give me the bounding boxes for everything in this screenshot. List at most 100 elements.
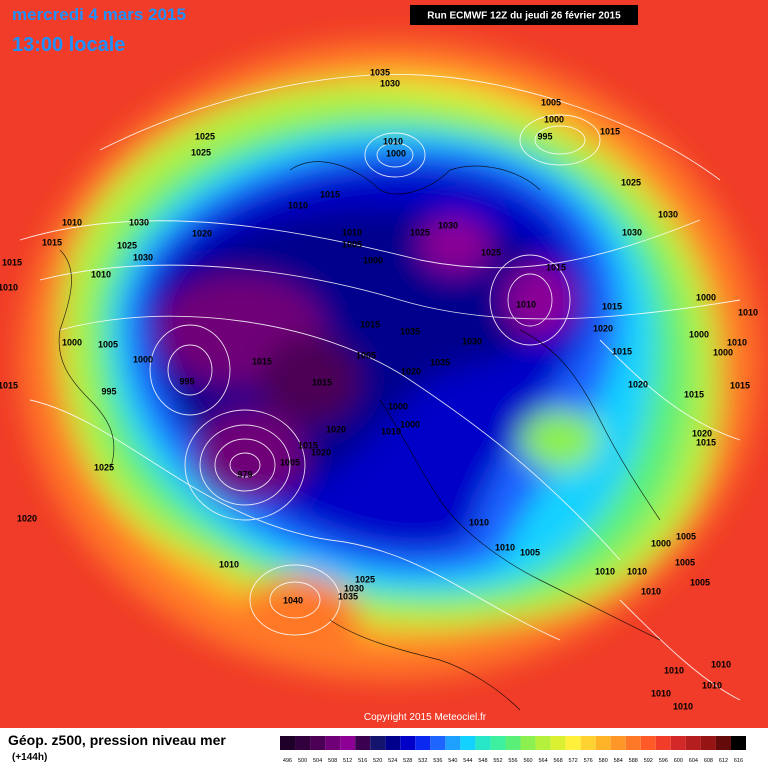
- isobar-label: 1010: [738, 307, 758, 317]
- scale-cell: [370, 736, 386, 750]
- scale-cell: [505, 736, 521, 750]
- isobar-label: 1010: [516, 299, 536, 309]
- scale-label: 520: [373, 758, 382, 764]
- isobar-label: 1035: [430, 357, 450, 367]
- isobar-label: 1020: [311, 447, 331, 457]
- scale-cell: [295, 736, 311, 750]
- isobar-label: 1015: [298, 440, 318, 450]
- run-box: [410, 5, 638, 25]
- isobar-label: 1010: [711, 659, 731, 669]
- isobar-label: 1025: [117, 240, 137, 250]
- scale-cell: [430, 736, 446, 750]
- scale-cell: [340, 736, 356, 750]
- scale-label: 544: [463, 758, 472, 764]
- isobar-label: 1010: [342, 227, 362, 237]
- scale-label: 508: [328, 758, 337, 764]
- isobar-label: 1030: [462, 336, 482, 346]
- scale-cell: [280, 736, 296, 750]
- scale-label: 516: [358, 758, 367, 764]
- isobar-label: 1010: [62, 217, 82, 227]
- scale-cell: [535, 736, 551, 750]
- scale-label: 548: [478, 758, 487, 764]
- isobar-label: 1010: [595, 566, 615, 576]
- isobar-label: 1010: [91, 269, 111, 279]
- isobar-label: 1025: [191, 147, 211, 157]
- date: mercredi 4 mars 2015: [12, 5, 186, 24]
- scale-label: 536: [433, 758, 442, 764]
- isobar-label: 1005: [676, 531, 696, 541]
- isobar-label: 979: [237, 469, 252, 479]
- scale-label: 604: [689, 758, 698, 764]
- scale-cell: [415, 736, 431, 750]
- scale-cell: [550, 736, 566, 750]
- scale-label: 592: [644, 758, 653, 764]
- scale-cell: [580, 736, 596, 750]
- isobar-label: 1000: [133, 354, 153, 364]
- isobar-label: 1015: [2, 257, 22, 267]
- isobar-label: 1010: [641, 586, 661, 596]
- scale-label: 540: [448, 758, 457, 764]
- isobar-label: 1015: [546, 262, 566, 272]
- isobar-label: 1020: [628, 379, 648, 389]
- scale-label: 596: [659, 758, 668, 764]
- scale-cell: [640, 736, 656, 750]
- scale-label: 616: [734, 758, 743, 764]
- scale-cell: [565, 736, 581, 750]
- isobar-label: 995: [179, 376, 194, 386]
- scale-cell: [715, 736, 731, 750]
- isobar-label: 1030: [380, 78, 400, 88]
- isobar-label: 1035: [400, 326, 420, 336]
- isobar-label: 1005: [356, 350, 376, 360]
- scale-label: 600: [674, 758, 683, 764]
- isobar-label: 1015: [600, 126, 620, 136]
- isobar-label: 1015: [730, 380, 750, 390]
- isobar-label: 1005: [280, 457, 300, 467]
- scale-cell: [625, 736, 641, 750]
- isobar-label: 1025: [94, 462, 114, 472]
- scale-cell: [655, 736, 671, 750]
- scale-label: 564: [538, 758, 547, 764]
- run-info: Run ECMWF 12Z du jeudi 26 février 2015: [427, 11, 621, 22]
- isobar-label: 1000: [386, 148, 406, 158]
- isobar-label: 1005: [690, 577, 710, 587]
- isobar-label: 1040: [283, 595, 303, 605]
- isobar-label: 1020: [17, 513, 37, 523]
- isobar-label: 1005: [520, 547, 540, 557]
- isobar-label: 1010: [651, 688, 671, 698]
- isobar-label: 1000: [363, 255, 383, 265]
- isobar-label: 1015: [612, 346, 632, 356]
- isobar-label: 1015: [312, 377, 332, 387]
- isobar-label: 1005: [342, 239, 362, 249]
- isobar-label: 1025: [355, 574, 375, 584]
- isobar-label: 1000: [651, 538, 671, 548]
- scale-label: 532: [418, 758, 427, 764]
- scale-cell: [730, 736, 746, 750]
- isobar-label: 1020: [192, 228, 212, 238]
- isobar-label: 1000: [696, 292, 716, 302]
- isobar-label: 1010: [727, 337, 747, 347]
- isobar-label: 1000: [62, 337, 82, 347]
- isobar-label: 1010: [381, 426, 401, 436]
- scale-label: 556: [508, 758, 517, 764]
- isobar-label: 1020: [593, 323, 613, 333]
- scale-label: 576: [584, 758, 593, 764]
- isobar-label: 1020: [326, 424, 346, 434]
- isobar-label: 1015: [696, 437, 716, 447]
- isobar-label: 1010: [673, 701, 693, 711]
- isobar-label: 1015: [360, 319, 380, 329]
- isobar-label: 1015: [42, 237, 62, 247]
- scale-label: 552: [493, 758, 502, 764]
- isobar-label: 1000: [544, 114, 564, 124]
- isobar-label: 1025: [481, 247, 501, 257]
- isobar-label: 1030: [622, 227, 642, 237]
- isobar-label: 1030: [129, 217, 149, 227]
- scale-cell: [460, 736, 476, 750]
- scale-label: 568: [554, 758, 563, 764]
- isobar-label: 1010: [469, 517, 489, 527]
- isobar-label: 1005: [541, 97, 561, 107]
- isobar-label: 1025: [621, 177, 641, 187]
- isobar-label: 1030: [133, 252, 153, 262]
- legend-title: Géop. z500, pression niveau mer: [8, 732, 226, 748]
- scale-label: 572: [569, 758, 578, 764]
